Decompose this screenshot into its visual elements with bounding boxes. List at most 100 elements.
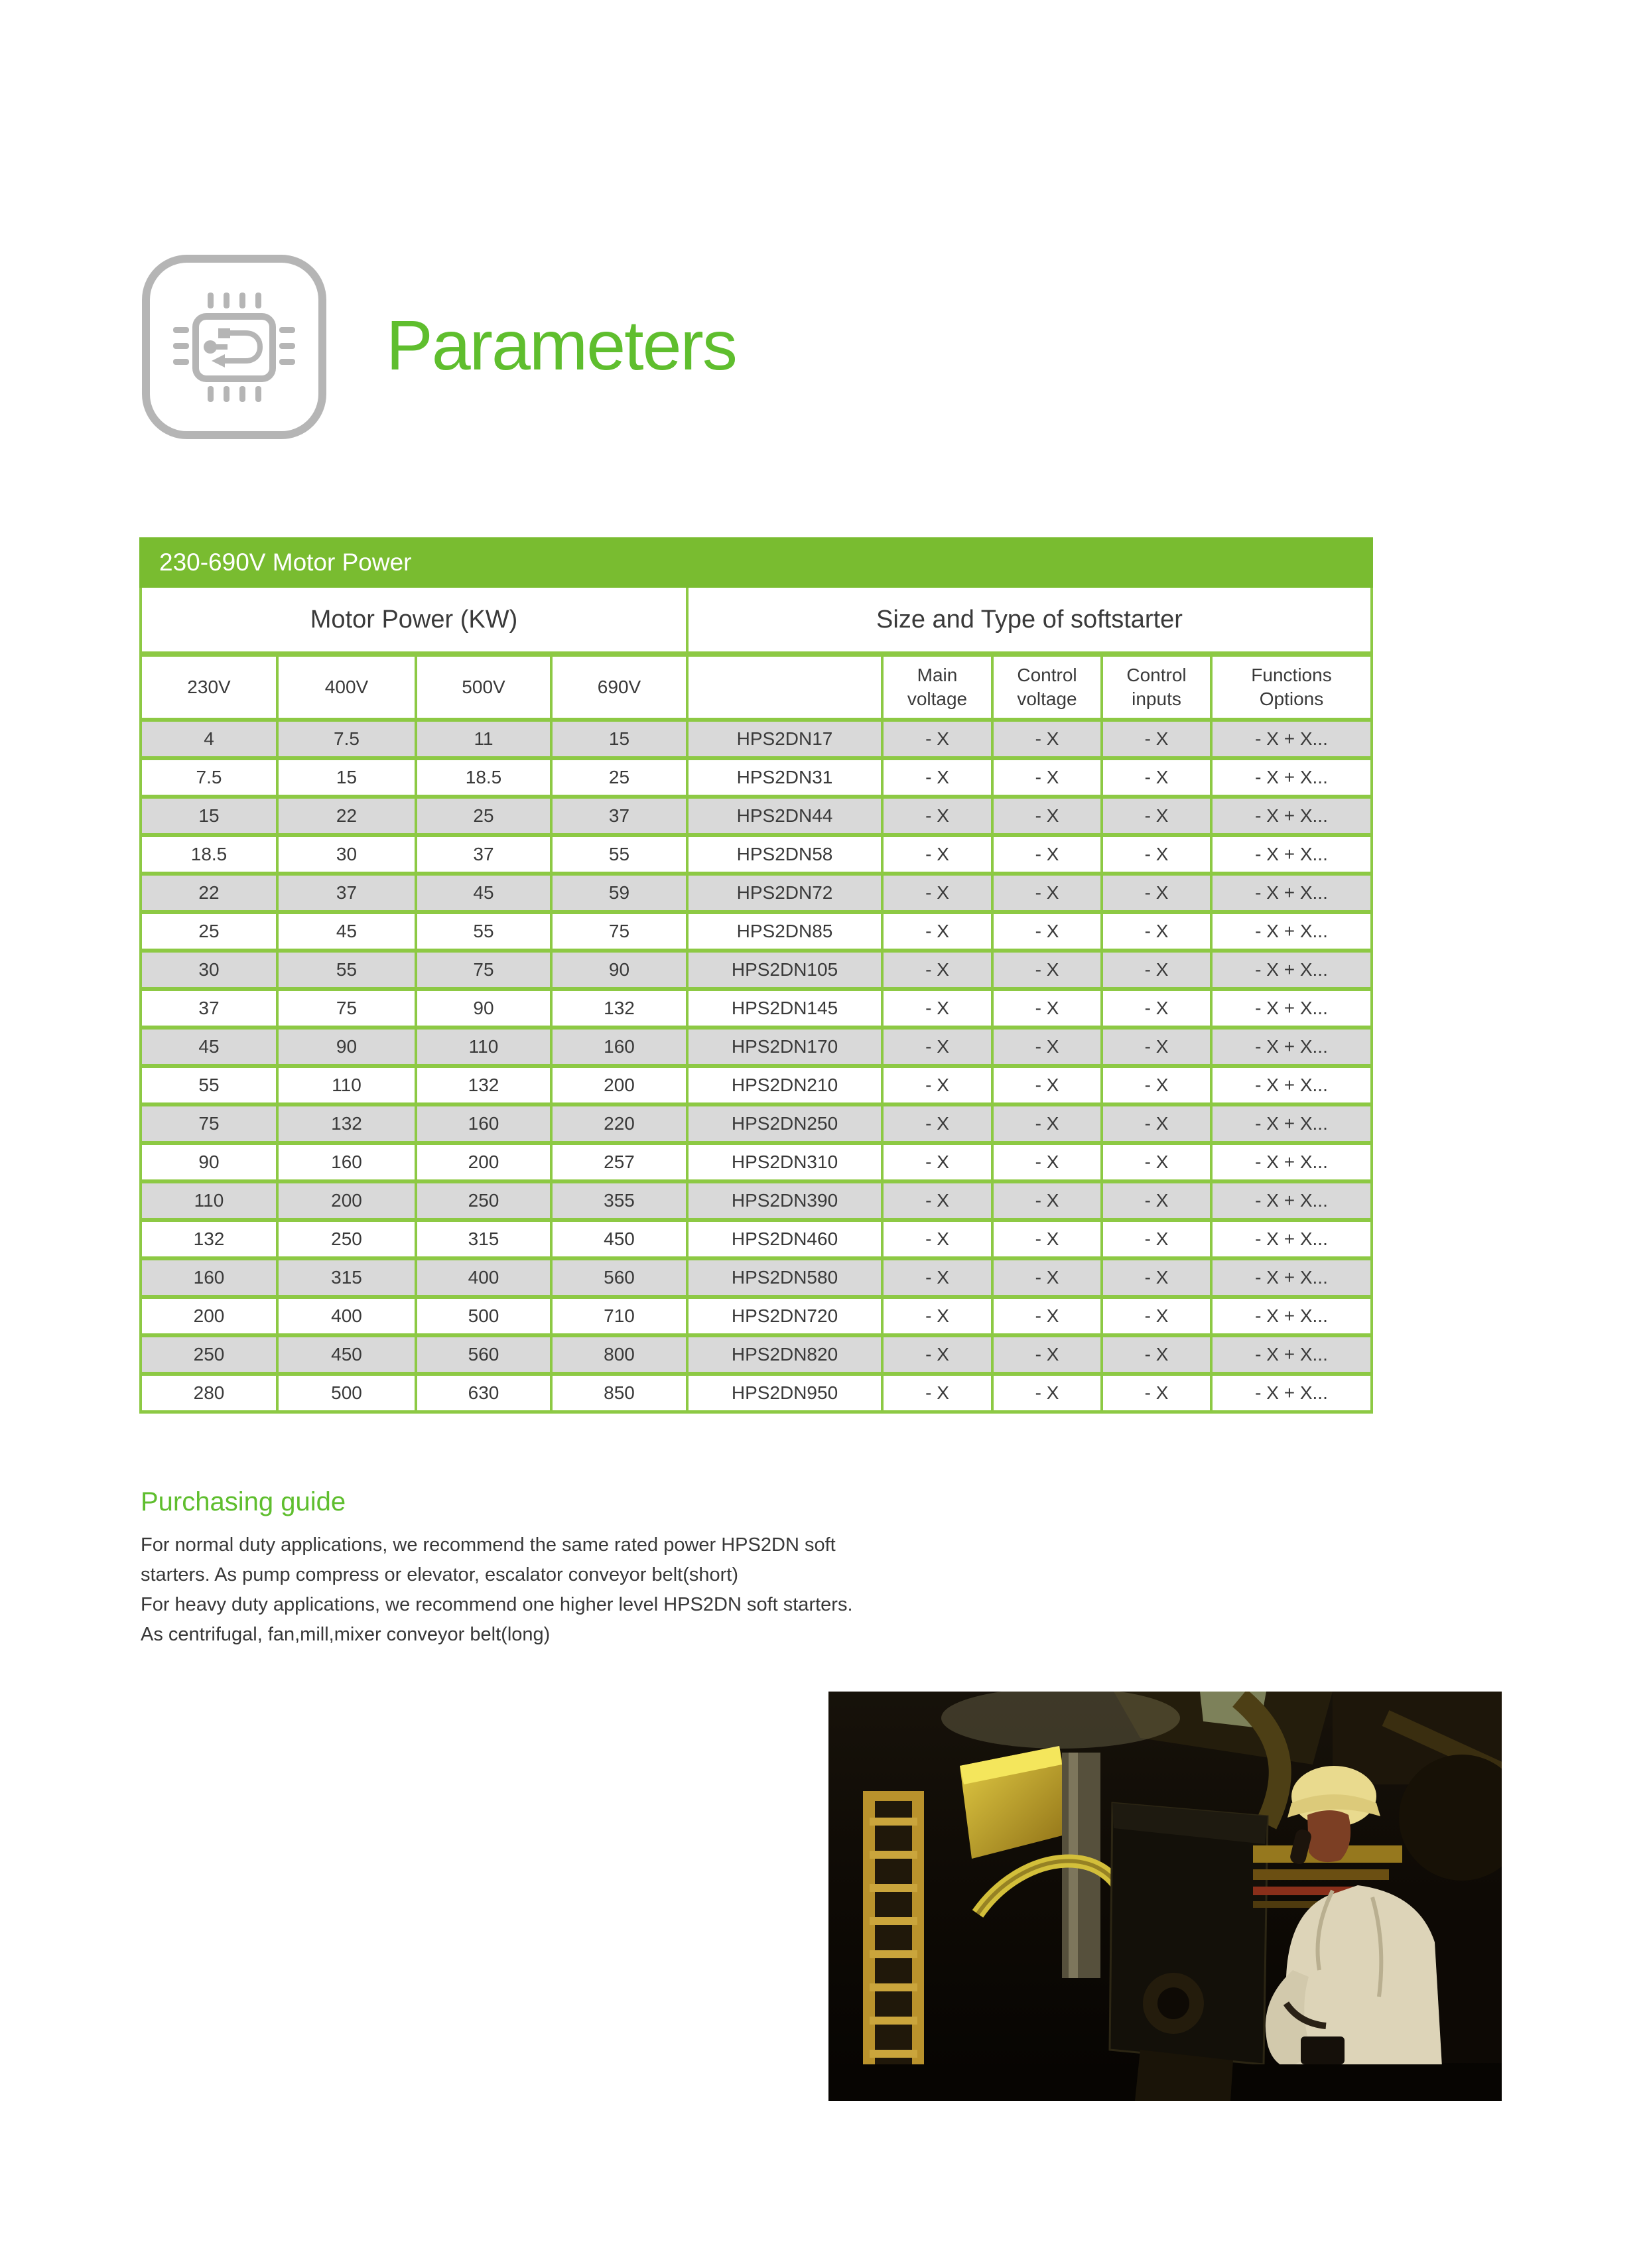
table-cell: - X + X...	[1213, 1030, 1370, 1064]
model-cell: HPS2DN310	[689, 1145, 881, 1179]
table-cell: - X	[1103, 837, 1210, 872]
table-cell: - X	[994, 1260, 1100, 1295]
table-cell: - X	[1103, 1030, 1210, 1064]
table-cell: 55	[553, 837, 686, 872]
table-cell: 75	[417, 953, 550, 987]
table-cell: 250	[417, 1183, 550, 1218]
table-row: 25 45 55 75 HPS2DN85- X- X- X- X + X...	[142, 914, 1370, 949]
model-cell: HPS2DN145	[689, 991, 881, 1026]
table-cell: - X	[994, 1337, 1100, 1372]
table-cell: - X	[884, 722, 991, 756]
table-cell: 55	[142, 1068, 276, 1102]
table-cell: 200	[142, 1299, 276, 1333]
table-cell: - X + X...	[1213, 837, 1370, 872]
table-cell: 560	[553, 1260, 686, 1295]
table-cell: - X + X...	[1213, 1145, 1370, 1179]
table-cell: - X	[994, 722, 1100, 756]
table-cell: 132	[142, 1222, 276, 1256]
table-cell: - X + X...	[1213, 722, 1370, 756]
model-cell: HPS2DN250	[689, 1106, 881, 1141]
table-cell: - X	[1103, 1260, 1210, 1295]
table-cell: 59	[553, 876, 686, 910]
table-row: 160 315 400 560 HPS2DN580- X- X- X- X + X...	[142, 1260, 1370, 1295]
table-cell: 110	[279, 1068, 415, 1102]
table-cell: 280	[142, 1376, 276, 1410]
table-cell: 25	[417, 799, 550, 833]
table-cell: - X	[1103, 1222, 1210, 1256]
table-cell: - X	[1103, 1376, 1210, 1410]
table-column-header-row: 230V 400V 500V 690V Main voltage Control…	[139, 657, 1373, 718]
table-cell: - X	[884, 1222, 991, 1256]
table-cell: 132	[279, 1106, 415, 1141]
table-cell: - X	[884, 1183, 991, 1218]
table-cell: 37	[142, 991, 276, 1026]
table-cell: - X + X...	[1213, 1106, 1370, 1141]
table-cell: - X	[884, 914, 991, 949]
group-header-motor-power: Motor Power (KW)	[142, 588, 686, 651]
table-cell: 18.5	[417, 760, 550, 795]
model-cell: HPS2DN720	[689, 1299, 881, 1333]
chip-icon	[141, 254, 327, 440]
purchasing-guide: Purchasing guide For normal duty applica…	[141, 1487, 1136, 1650]
table-cell: 25	[142, 914, 276, 949]
table-cell: - X	[1103, 1337, 1210, 1372]
table-cell: 45	[142, 1030, 276, 1064]
table-row: 110 200 250 355 HPS2DN390- X- X- X- X + X...	[142, 1183, 1370, 1218]
table-cell: - X	[884, 1337, 991, 1372]
table-cell: - X	[994, 1376, 1100, 1410]
table-cell: 75	[553, 914, 686, 949]
table-cell: - X + X...	[1213, 1222, 1370, 1256]
table-cell: 110	[142, 1183, 276, 1218]
table-cell: 200	[279, 1183, 415, 1218]
table-cell: - X	[884, 799, 991, 833]
table-title-bar: 230-690V Motor Power	[139, 537, 1373, 588]
table-cell: - X + X...	[1213, 760, 1370, 795]
table-cell: 132	[553, 991, 686, 1026]
table-row: 280 500 630 850 HPS2DN950- X- X- X- X + X...	[142, 1376, 1370, 1410]
model-cell: HPS2DN390	[689, 1183, 881, 1218]
table-cell: 160	[279, 1145, 415, 1179]
table-cell: 45	[417, 876, 550, 910]
table-row: 4 7.5 11 15 HPS2DN17- X- X- X- X + X...	[142, 722, 1370, 756]
table-cell: 75	[279, 991, 415, 1026]
table-cell: 11	[417, 722, 550, 756]
column-header-690v: 690V	[553, 657, 686, 718]
table-cell: 400	[417, 1260, 550, 1295]
table-cell: 257	[553, 1145, 686, 1179]
table-cell: - X	[884, 1106, 991, 1141]
model-cell: HPS2DN580	[689, 1260, 881, 1295]
table-cell: 30	[279, 837, 415, 872]
table-row: 22 37 45 59 HPS2DN72- X- X- X- X + X...	[142, 876, 1370, 910]
table-row: 132 250 315 450 HPS2DN460- X- X- X- X + X...	[142, 1222, 1370, 1256]
table-cell: 450	[553, 1222, 686, 1256]
column-header-main-voltage: Main voltage	[884, 657, 991, 718]
table-cell: - X	[884, 876, 991, 910]
purchasing-guide-line: As centrifugal, fan,mill,mixer conveyor …	[141, 1624, 551, 1645]
table-cell: 200	[417, 1145, 550, 1179]
page-title: Parameters	[386, 306, 738, 385]
table-cell: 800	[553, 1337, 686, 1372]
column-header-control-inputs: Control inputs	[1103, 657, 1210, 718]
model-cell: HPS2DN820	[689, 1337, 881, 1372]
table-cell: 22	[142, 876, 276, 910]
column-header-400v: 400V	[279, 657, 415, 718]
table-cell: - X + X...	[1213, 1183, 1370, 1218]
table-cell: - X	[1103, 1183, 1210, 1218]
table-cell: 710	[553, 1299, 686, 1333]
table-cell: - X	[884, 1376, 991, 1410]
table-cell: - X + X...	[1213, 876, 1370, 910]
table-cell: 850	[553, 1376, 686, 1410]
table-body: 4 7.5 11 15 HPS2DN17- X- X- X- X + X... 7.5 15…	[139, 718, 1373, 1414]
table-cell: - X	[994, 991, 1100, 1026]
table-cell: - X	[994, 876, 1100, 910]
column-header-control-voltage: Control voltage	[994, 657, 1100, 718]
table-cell: 7.5	[279, 722, 415, 756]
table-row: 55 110 132 200 HPS2DN210- X- X- X- X + X...	[142, 1068, 1370, 1102]
model-cell: HPS2DN105	[689, 953, 881, 987]
model-cell: HPS2DN31	[689, 760, 881, 795]
table-cell: 90	[553, 953, 686, 987]
table-cell: - X	[994, 953, 1100, 987]
table-cell: 37	[417, 837, 550, 872]
table-row: 45 90 110 160 HPS2DN170- X- X- X- X + X...	[142, 1030, 1370, 1064]
group-header-size-type: Size and Type of softstarter	[689, 588, 1370, 651]
